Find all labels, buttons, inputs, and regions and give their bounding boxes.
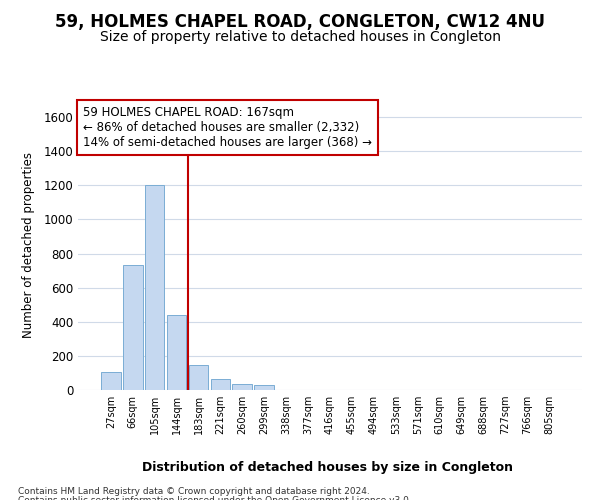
Bar (167, 315, 187, 390)
Y-axis label: Number of detached properties: Number of detached properties (22, 152, 35, 338)
Text: 59, HOLMES CHAPEL ROAD, CONGLETON, CW12 4NU: 59, HOLMES CHAPEL ROAD, CONGLETON, CW12 … (55, 12, 545, 30)
Bar (188, 366, 208, 390)
Bar (211, 380, 230, 390)
Text: Distribution of detached houses by size in Congleton: Distribution of detached houses by size … (142, 461, 512, 474)
Bar (101, 372, 121, 390)
Bar (123, 266, 143, 390)
Bar (254, 385, 274, 390)
Text: 59 HOLMES CHAPEL ROAD: 167sqm
← 86% of detached houses are smaller (2,332)
14% o: 59 HOLMES CHAPEL ROAD: 167sqm ← 86% of d… (83, 106, 372, 149)
Text: Contains public sector information licensed under the Open Government Licence v3: Contains public sector information licen… (18, 496, 412, 500)
Bar (232, 384, 252, 390)
Text: Size of property relative to detached houses in Congleton: Size of property relative to detached ho… (100, 30, 500, 44)
Bar (145, 186, 164, 390)
Text: Contains HM Land Registry data © Crown copyright and database right 2024.: Contains HM Land Registry data © Crown c… (18, 488, 370, 496)
